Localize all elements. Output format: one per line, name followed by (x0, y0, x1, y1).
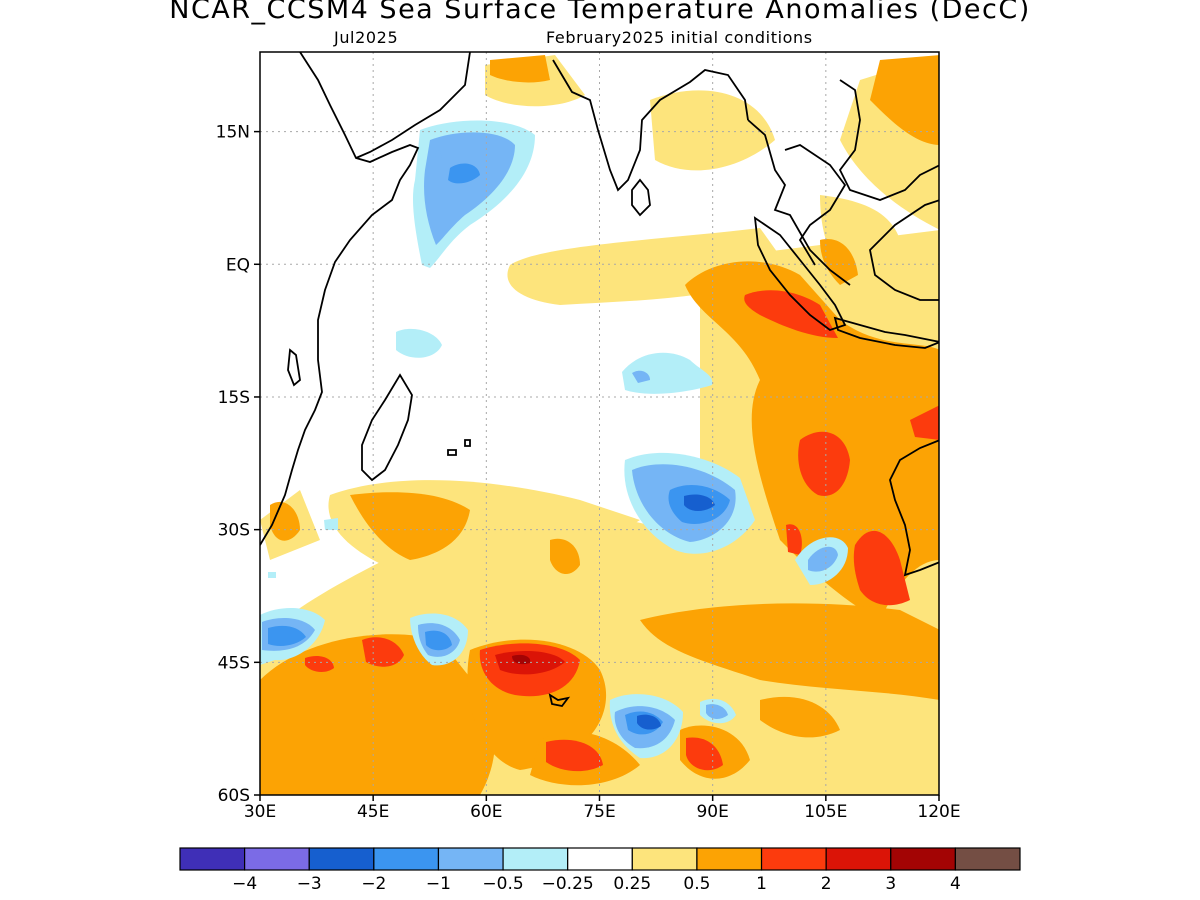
colorbar-label: −4 (232, 874, 257, 894)
colorbar-swatch (760, 847, 827, 871)
india-coast (552, 59, 749, 192)
lon-tick-label: 105E (804, 802, 847, 822)
mauritius (447, 449, 457, 456)
colorbar-label: −0.5 (482, 874, 523, 894)
init-conditions-label: February2025 initial conditions (546, 28, 813, 47)
colorbar-label: −0.25 (542, 874, 594, 894)
colorbar-label: 3 (885, 874, 896, 894)
colorbar-swatch (437, 847, 504, 871)
colorbar-label: 1 (756, 874, 767, 894)
colorbar-label: 4 (950, 874, 961, 894)
valid-month-label: Jul2025 (334, 28, 399, 47)
lat-tick-label: 30S (218, 521, 250, 541)
colorbar: −4 −3 −2 −1 −0.5 −0.25 0.25 0.5 1 2 3 4 (179, 847, 1021, 894)
reunion (464, 439, 471, 447)
lat-tick-label: 15S (218, 388, 250, 408)
colorbar-label: −2 (361, 874, 386, 894)
colorbar-swatch (373, 847, 440, 871)
lon-tick-label: 60E (470, 802, 502, 822)
africa-coast (260, 52, 420, 546)
lon-tick-label: 45E (357, 802, 389, 822)
myanmar-coast (747, 119, 851, 286)
colorbar-swatch (954, 847, 1021, 871)
lon-tick-label: 90E (696, 802, 728, 822)
arabia-coast (355, 52, 471, 159)
kerguelen (548, 693, 571, 707)
malay-peninsula (784, 144, 847, 266)
longitude-axis: 30E 45E 60E 75E 90E 105E 120E (244, 795, 961, 822)
coastlines (260, 52, 939, 707)
colorbar-label: 2 (821, 874, 832, 894)
lon-tick-label: 30E (244, 802, 276, 822)
colorbar-swatch (567, 847, 633, 871)
colorbar-swatch (308, 847, 375, 871)
lat-tick-label: 60S (218, 786, 250, 806)
lon-tick-label: 75E (583, 802, 615, 822)
lat-tick-label: 45S (218, 653, 250, 673)
latitude-axis: 15N EQ 15S 30S 45S 60S (216, 123, 260, 806)
lat-tick-label: 15N (216, 123, 250, 143)
borneo (869, 199, 939, 301)
australia-coast (889, 439, 939, 577)
colorbar-label: 0.25 (613, 874, 651, 894)
colorbar-swatch (244, 847, 310, 871)
anomaly-level-minus-2 (637, 494, 715, 730)
indochina-coast (838, 79, 939, 201)
colorbar-swatch (631, 847, 698, 871)
java (833, 316, 939, 349)
colorbar-swatch (502, 847, 569, 871)
lat-tick-label: EQ (226, 255, 250, 275)
colorbar-swatch (696, 847, 763, 871)
colorbar-swatch (825, 847, 892, 871)
colorbar-label: −3 (297, 874, 322, 894)
madagascar (361, 373, 413, 482)
mozambique-channel-island (287, 348, 301, 387)
colorbar-swatch (179, 847, 246, 871)
gridlines (260, 52, 939, 795)
colorbar-label: 0.5 (683, 874, 710, 894)
sri-lanka (631, 178, 651, 217)
lon-tick-label: 120E (917, 802, 960, 822)
colorbar-label: −1 (426, 874, 451, 894)
chart-title: NCAR_CCSM4 Sea Surface Temperature Anoma… (169, 0, 1031, 25)
colorbar-swatch (890, 847, 956, 871)
